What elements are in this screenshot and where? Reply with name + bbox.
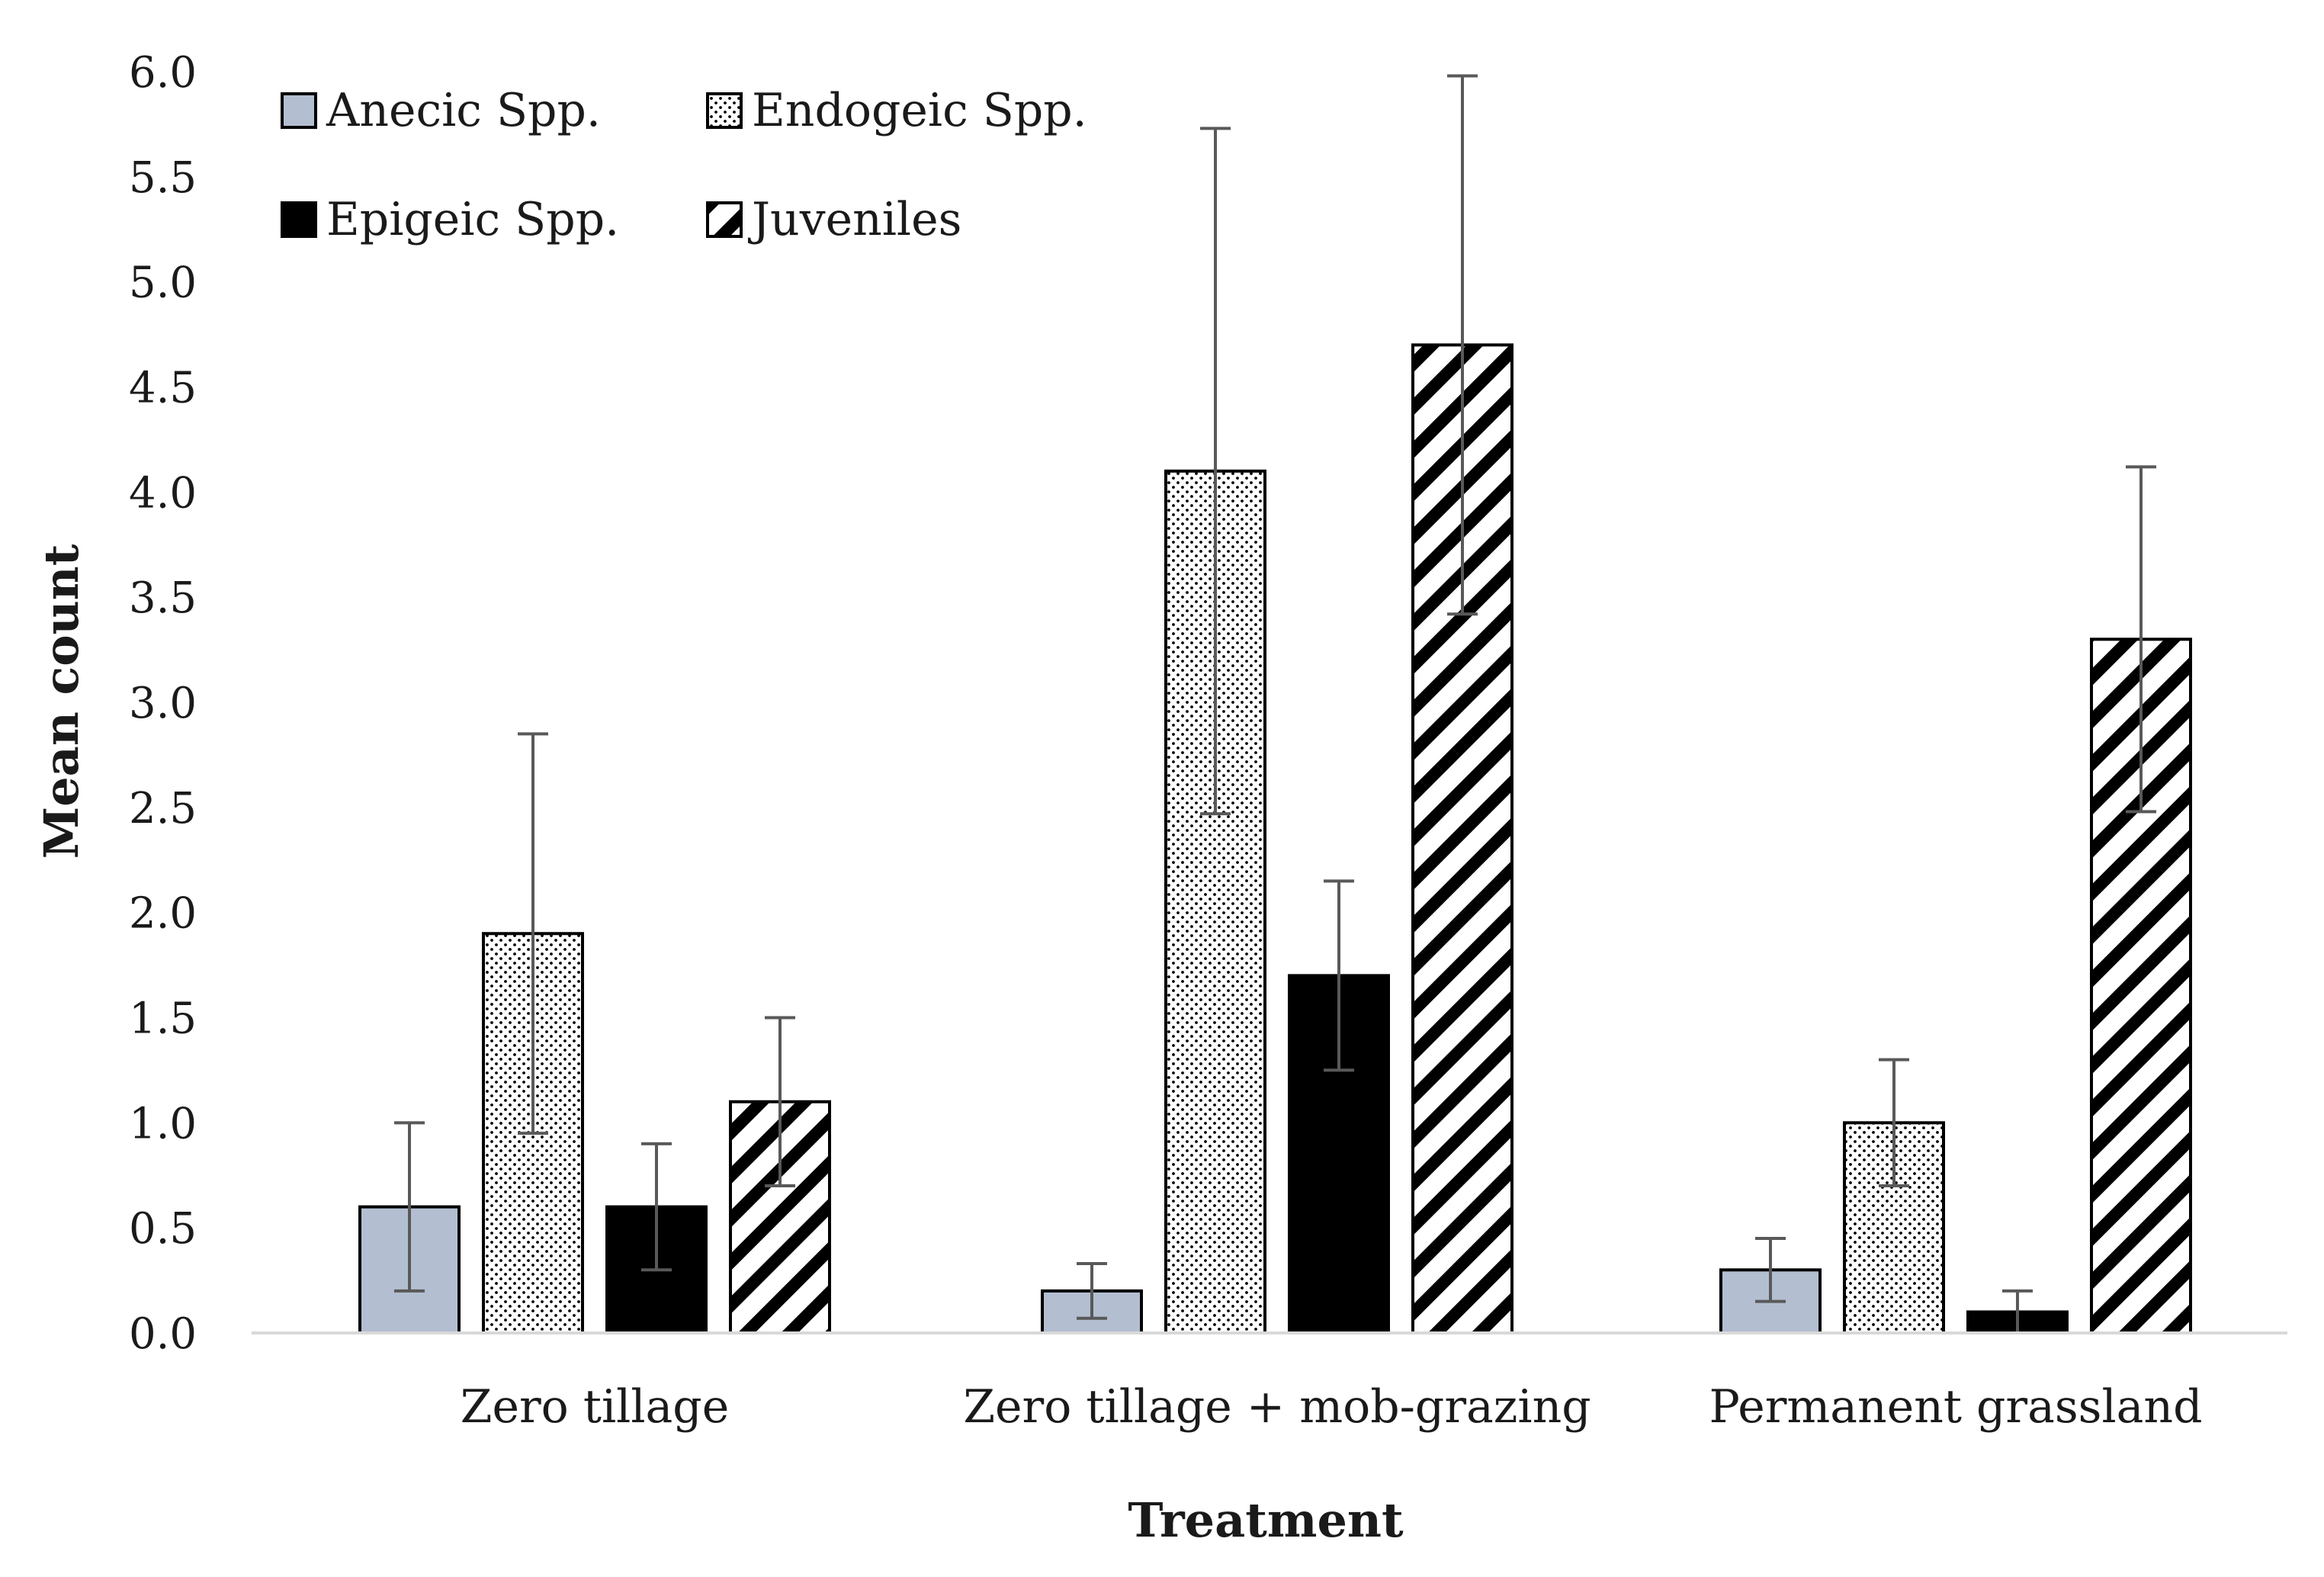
y-tick-label: 6.0 [129,48,197,98]
legend-label: Anecic Spp. [326,84,601,137]
legend-swatch [706,201,743,238]
legend-swatch [281,201,317,238]
y-tick-label: 4.0 [129,468,197,518]
legend-label: Endogeic Spp. [752,84,1087,137]
legend-item: Endogeic Spp. [706,84,1087,137]
y-tick-label: 0.5 [129,1204,197,1254]
x-axis: Zero tillage Zero tillage + mob-grazing Pe… [461,1380,2203,1434]
legend: Anecic Spp. Endogeic Spp. Epigeic Spp. Juve… [281,84,1087,246]
error-bar [765,1016,795,1188]
error-bar [641,1142,672,1272]
legend-item: Juveniles [706,193,961,246]
y-tick-label: 2.0 [129,889,197,939]
error-bar [1755,1236,1786,1303]
legend-item: Epigeic Spp. [281,193,619,246]
y-tick-label: 4.5 [129,364,197,413]
y-tick-label: 5.5 [129,153,197,203]
y-tick-label: 1.0 [129,1099,197,1148]
y-tick-label: 1.5 [129,994,197,1044]
legend-label: Epigeic Spp. [326,193,619,246]
legend-swatch [281,92,317,129]
error-bar [1324,879,1354,1072]
error-bar [518,732,548,1135]
error-bars [394,74,2156,1335]
y-axis: 0.0 0.5 1.0 1.5 2.0 2.5 3.0 3.5 4.0 4.5 5.0 5.5 6.0 [129,48,197,1359]
error-bar [1447,74,1478,616]
y-axis-title: Mean count [34,544,89,859]
bars [358,343,2192,1335]
x-axis-title: Treatment [1128,1492,1404,1548]
legend-label: Juveniles [747,193,961,246]
x-tick-label: Permanent grassland [1709,1380,2203,1434]
legend-item: Anecic Spp. [281,84,601,137]
error-bar [2126,465,2156,814]
error-bar [1077,1262,1107,1320]
x-tick-label: Zero tillage + mob-grazing [963,1380,1591,1434]
y-tick-label: 0.0 [129,1309,197,1359]
error-bar [1200,127,1231,816]
y-tick-label: 3.5 [129,573,197,623]
x-tick-label: Zero tillage [461,1380,729,1434]
error-bar [394,1121,425,1293]
error-bar [1879,1058,1909,1188]
y-tick-label: 2.5 [129,784,197,833]
y-tick-label: 3.0 [129,679,197,728]
legend-swatch [706,92,743,129]
y-tick-label: 5.0 [129,259,197,308]
